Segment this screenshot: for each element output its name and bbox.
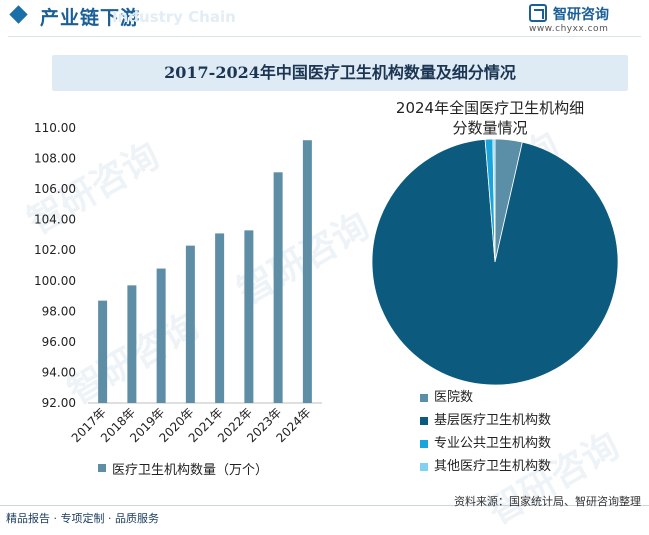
page-footer: 精品报告 · 专项定制 · 品质服务 资料来源：国家统计局、智研咨询整理 xyxy=(0,495,649,527)
legend-swatch xyxy=(420,463,428,471)
legend-label: 基层医疗卫生机构数 xyxy=(434,413,552,428)
bar xyxy=(244,230,254,403)
pie-title-line: 2024年全国医疗卫生机构细 xyxy=(395,99,585,117)
header-divider xyxy=(8,36,641,37)
data-source: 资料来源：国家统计局、智研咨询整理 xyxy=(454,495,641,508)
header-watermark-text: Industry Chain xyxy=(112,8,236,26)
pie-title: 2024年全国医疗卫生机构细 分数量情况 xyxy=(370,98,610,138)
pie-slice xyxy=(492,138,496,263)
y-tick-label: 104.00 xyxy=(34,213,76,227)
pie-legend-item: 医院数 xyxy=(420,386,551,409)
bar xyxy=(127,285,137,403)
legend-label: 其他医疗卫生机构数 xyxy=(434,459,552,474)
chart-title: 2017-2024年中国医疗卫生机构数量及细分情况 xyxy=(164,63,516,82)
bar xyxy=(215,233,225,403)
bar-legend: 医疗卫生机构数量（万个） xyxy=(98,459,268,478)
brand-logo: 智研咨询 www.chyxx.com xyxy=(529,4,639,36)
logo-name: 智研咨询 xyxy=(553,7,609,23)
y-tick-label: 108.00 xyxy=(34,152,76,166)
diamond-icon xyxy=(9,5,28,24)
legend-swatch xyxy=(420,440,428,448)
y-tick-label: 94.00 xyxy=(42,365,76,379)
legend-label: 医疗卫生机构数量（万个） xyxy=(112,463,269,478)
legend-label: 专业公共卫生机构数 xyxy=(434,436,552,451)
y-tick-label: 98.00 xyxy=(42,304,76,318)
pie-title-line: 分数量情况 xyxy=(452,119,528,137)
legend-label: 医院数 xyxy=(434,390,474,405)
bar xyxy=(302,140,312,403)
pie-slice xyxy=(371,138,619,386)
pie-legend: 医院数 基层医疗卫生机构数 专业公共卫生机构数 其他医疗卫生机构数 xyxy=(420,386,551,478)
bar xyxy=(273,172,283,403)
chart-title-box: 2017-2024年中国医疗卫生机构数量及细分情况 xyxy=(52,55,628,91)
pie-chart xyxy=(371,138,619,386)
y-tick-label: 96.00 xyxy=(42,335,76,349)
y-tick-label: 110.00 xyxy=(34,121,76,135)
y-tick-label: 100.00 xyxy=(34,274,76,288)
page-header: 产业链下游 Industry Chain 智研咨询 www.chyxx.com xyxy=(0,0,649,36)
legend-swatch xyxy=(420,417,428,425)
y-tick-label: 102.00 xyxy=(34,243,76,257)
logo-icon xyxy=(529,4,547,22)
footer-divider xyxy=(0,505,649,506)
bar xyxy=(185,245,195,403)
footer-slogan: 精品报告 · 专项定制 · 品质服务 xyxy=(6,512,159,525)
legend-swatch xyxy=(98,464,106,472)
bar xyxy=(98,300,108,403)
bar xyxy=(156,268,166,403)
logo-url: www.chyxx.com xyxy=(529,24,609,34)
pie-legend-item: 其他医疗卫生机构数 xyxy=(420,455,551,478)
y-tick-label: 106.00 xyxy=(34,182,76,196)
bar-chart: 92.00 94.00 96.00 98.00 100.00 102.00 104.00 10… xyxy=(34,121,322,445)
header-title: 产业链下游 xyxy=(40,7,141,29)
y-tick-label: 92.00 xyxy=(42,396,76,410)
legend-swatch xyxy=(420,394,428,402)
pie-legend-item: 基层医疗卫生机构数 xyxy=(420,409,551,432)
pie-legend-item: 专业公共卫生机构数 xyxy=(420,432,551,455)
